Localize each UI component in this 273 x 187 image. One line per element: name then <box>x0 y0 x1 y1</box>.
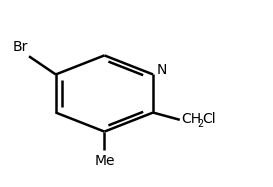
Text: Me: Me <box>94 154 115 168</box>
Text: 2: 2 <box>198 119 204 129</box>
Text: N: N <box>157 63 167 77</box>
Text: Cl: Cl <box>202 112 216 126</box>
Text: Br: Br <box>12 41 28 54</box>
Text: CH: CH <box>181 112 201 126</box>
